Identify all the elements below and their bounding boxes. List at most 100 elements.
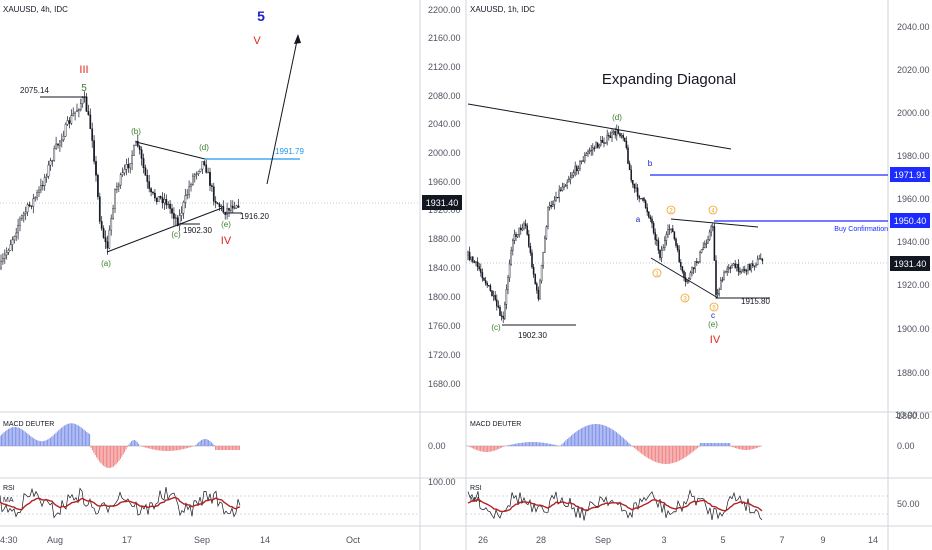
- right-candle-body: [710, 226, 712, 233]
- right-level-1950-label: 1950.40: [894, 216, 927, 226]
- left-candle-body: [41, 184, 44, 187]
- right-candle-body: [561, 186, 564, 191]
- right-candle-body: [620, 135, 623, 137]
- right-candle-body: [601, 140, 604, 143]
- right-candle-body: [676, 245, 679, 251]
- left-candle-body: [233, 207, 236, 209]
- left-candle-body: [87, 111, 90, 116]
- right-candle-body: [584, 155, 586, 162]
- left-candle-body: [201, 161, 204, 170]
- right-candle-body: [516, 234, 519, 237]
- right-panel: XAUUSD, 1h, IDC Expanding Diagonal 2040.…: [465, 0, 932, 550]
- right-candle-body: [481, 272, 484, 279]
- left-resistance-label: 1991.79: [275, 147, 304, 156]
- right-candle-body: [667, 229, 669, 235]
- right-candle-body: [491, 290, 493, 297]
- left-candle-body: [188, 186, 190, 195]
- right-candle-body: [552, 204, 554, 207]
- right-candle-body: [691, 267, 693, 274]
- right-candle-body: [600, 140, 602, 146]
- left-candle-body: [51, 160, 54, 162]
- right-low-c-label: 1902.30: [518, 331, 547, 340]
- right-candle-body: [492, 295, 495, 297]
- right-count-5: 5: [712, 306, 716, 312]
- right-candle-body: [625, 140, 628, 148]
- right-wave-a: a: [636, 215, 641, 224]
- right-candle-body: [592, 147, 594, 151]
- left-last-price-tag: 1931.40: [422, 195, 462, 210]
- left-rsi-ma: MA: [3, 497, 14, 504]
- right-candle-body: [483, 278, 485, 281]
- right-candle-body: [604, 142, 607, 144]
- right-candle-body: [742, 269, 744, 271]
- left-last-price: 1931.40: [426, 198, 459, 208]
- right-time-axis: 26 28 Sep 3 5 7 9 14: [478, 535, 878, 545]
- left-candle-body: [144, 167, 147, 176]
- right-candle-body: [697, 261, 700, 263]
- right-candle-body: [507, 277, 509, 290]
- right-candle-body: [622, 135, 624, 139]
- left-candle-body: [178, 215, 181, 226]
- right-candle-body: [715, 260, 717, 296]
- left-candle-body: [57, 143, 59, 146]
- right-candle-body: [748, 264, 751, 271]
- left-price-tick: 2120.00: [428, 62, 461, 72]
- right-candle-body: [635, 187, 637, 189]
- left-wave-V: V: [253, 35, 261, 47]
- left-candle-body: [79, 103, 82, 110]
- left-candle-body: [220, 205, 223, 208]
- right-candle-body: [681, 266, 684, 272]
- right-candle-body: [627, 147, 629, 164]
- right-candle-body: [590, 149, 592, 152]
- left-candle-body: [140, 149, 143, 159]
- left-candle-body: [136, 141, 139, 147]
- right-candle-body: [705, 242, 708, 245]
- right-low-e-label: 1915.80: [741, 297, 770, 306]
- left-wave-e: (e): [221, 220, 231, 229]
- left-candle-body: [70, 115, 73, 124]
- right-candle-body: [720, 280, 722, 290]
- right-candle-body: [612, 131, 615, 133]
- left-candle-body: [127, 164, 130, 169]
- left-candle-body: [72, 113, 75, 116]
- right-count-4: 4: [711, 209, 715, 215]
- right-candle-body: [545, 226, 548, 239]
- right-candle-body: [660, 250, 663, 258]
- left-price-tick: 2200.00: [428, 5, 461, 15]
- right-candle-body: [489, 285, 492, 291]
- right-candle-body: [624, 137, 626, 142]
- right-candle-body: [726, 268, 728, 272]
- right-candle-body: [758, 258, 760, 260]
- left-candle-body: [182, 202, 185, 214]
- right-macd-axis-0: 0.00: [897, 441, 915, 451]
- right-candle-body: [510, 250, 512, 265]
- left-candle-body: [159, 196, 162, 198]
- right-wave-e: (e): [708, 320, 718, 329]
- right-candle-body: [606, 135, 608, 143]
- right-candle-body: [662, 247, 664, 251]
- left-candle-body: [163, 199, 166, 204]
- left-time-tick: 14: [260, 535, 270, 545]
- right-candle-body: [536, 283, 538, 291]
- left-price-tick: 1800.00: [428, 292, 461, 302]
- left-candle-body: [49, 160, 52, 166]
- right-title: Expanding Diagonal: [602, 71, 736, 88]
- right-candle-body: [739, 271, 741, 273]
- right-count-3: 3: [683, 297, 687, 303]
- right-candle-body: [609, 135, 612, 139]
- left-price-tick: 1960.00: [428, 177, 461, 187]
- left-candle-body: [81, 97, 84, 104]
- left-candle-body: [21, 215, 23, 220]
- right-candle-body: [593, 147, 596, 149]
- right-candle-body: [683, 271, 685, 278]
- right-candle-body: [468, 251, 471, 260]
- right-candle-body: [734, 263, 736, 268]
- left-candle-body: [186, 194, 189, 196]
- right-candle-body: [521, 227, 524, 231]
- left-candle-body: [64, 124, 67, 137]
- left-candle-body: [5, 252, 8, 256]
- right-price-tick: 1980.00: [897, 151, 930, 161]
- left-candle-body: [74, 111, 76, 115]
- right-wave-b: b: [648, 159, 653, 168]
- left-time-axis: 4:30 Aug 17 Sep 14 Oct: [0, 535, 360, 545]
